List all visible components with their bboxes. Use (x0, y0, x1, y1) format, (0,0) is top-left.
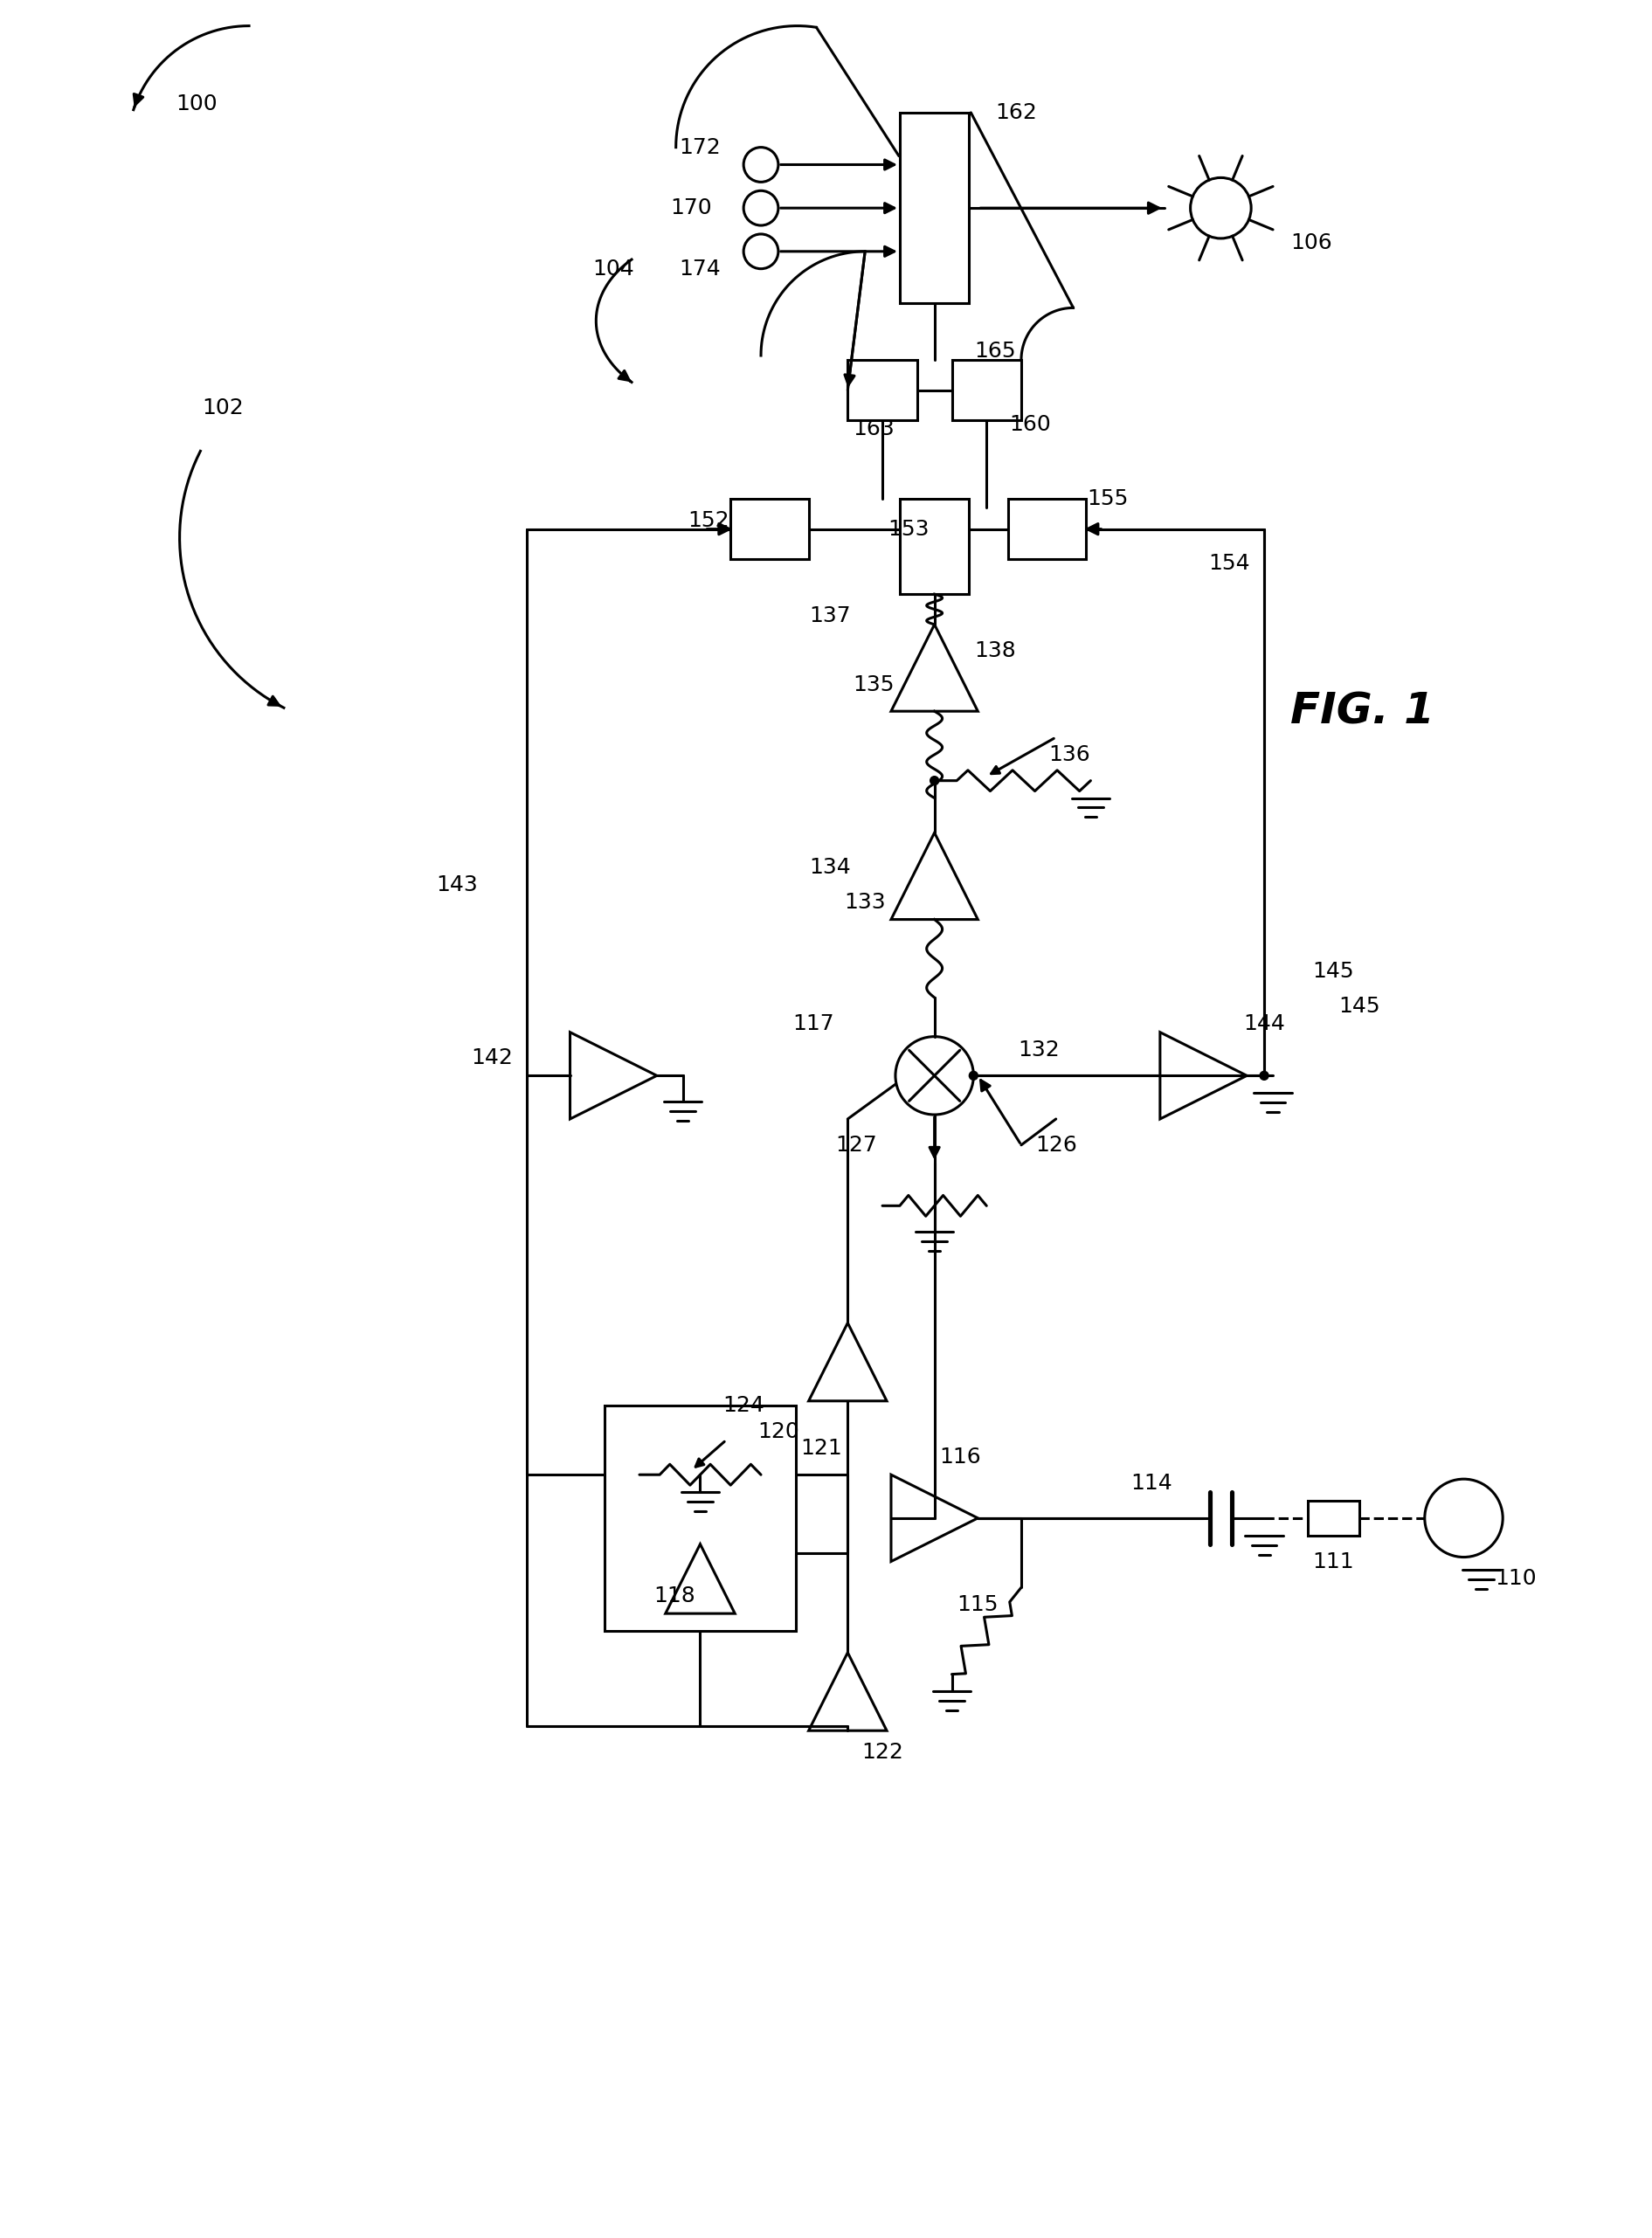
Text: 127: 127 (836, 1135, 877, 1155)
Bar (605, 1405, 796, 1632)
Text: 136: 136 (1049, 743, 1090, 765)
Circle shape (970, 1072, 978, 1081)
Text: 133: 133 (844, 891, 885, 913)
Text: 160: 160 (1009, 414, 1051, 436)
Text: 134: 134 (809, 857, 851, 877)
Text: 145: 145 (1313, 960, 1355, 982)
Text: 138: 138 (975, 640, 1016, 660)
Text: 100: 100 (177, 94, 218, 114)
Text: 117: 117 (793, 1014, 834, 1034)
Text: 162: 162 (995, 103, 1037, 123)
Text: 120: 120 (757, 1421, 800, 1441)
Text: 145: 145 (1338, 996, 1381, 1016)
Text: 174: 174 (679, 257, 720, 280)
Text: 170: 170 (671, 197, 712, 219)
Text: 115: 115 (957, 1593, 998, 1616)
Text: 165: 165 (975, 340, 1016, 363)
Text: 172: 172 (679, 137, 720, 159)
Text: 153: 153 (887, 519, 928, 539)
Text: 152: 152 (689, 510, 730, 530)
Text: 110: 110 (1495, 1569, 1536, 1589)
Text: 163: 163 (852, 419, 895, 439)
Bar (952, 360, 1021, 421)
Text: 104: 104 (593, 257, 634, 280)
Bar (900, 499, 970, 593)
Text: 114: 114 (1130, 1473, 1173, 1495)
Bar (730, 499, 808, 560)
Text: 137: 137 (809, 604, 851, 627)
Text: 144: 144 (1244, 1014, 1285, 1034)
Text: 118: 118 (653, 1587, 695, 1607)
Text: 106: 106 (1290, 233, 1332, 253)
Bar (1008, 499, 1087, 560)
Text: 124: 124 (722, 1394, 765, 1417)
Text: 135: 135 (852, 674, 894, 696)
Text: 116: 116 (940, 1448, 981, 1468)
Text: 143: 143 (436, 875, 477, 895)
Text: 126: 126 (1036, 1135, 1077, 1155)
Bar (847, 360, 917, 421)
Circle shape (930, 777, 938, 786)
Text: 111: 111 (1313, 1551, 1355, 1571)
Text: FIG. 1: FIG. 1 (1290, 689, 1434, 732)
Text: 154: 154 (1209, 553, 1251, 575)
Text: 102: 102 (202, 396, 244, 419)
Text: 142: 142 (471, 1047, 512, 1070)
Bar (1307, 1502, 1360, 1535)
Text: 121: 121 (801, 1439, 843, 1459)
Text: 155: 155 (1087, 488, 1128, 510)
Circle shape (1260, 1072, 1269, 1081)
Text: 122: 122 (861, 1741, 904, 1764)
Bar (900, 112, 970, 304)
Text: 132: 132 (1018, 1038, 1059, 1061)
